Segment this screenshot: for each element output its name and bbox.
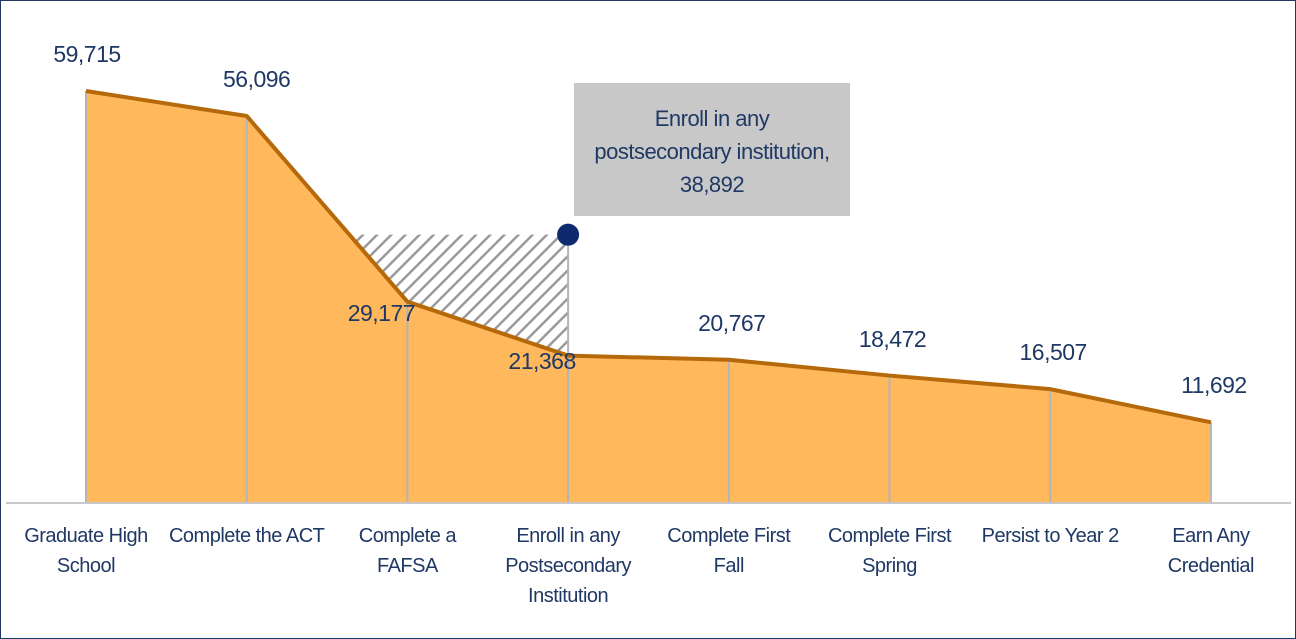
data-label: 59,715 <box>53 41 121 67</box>
x-tick-label: Earn Any Credential <box>1167 525 1255 577</box>
annotation-point <box>557 223 580 246</box>
hatch-area <box>349 234 569 356</box>
data-label: 18,472 <box>858 325 927 352</box>
data-label: 29,177 <box>347 299 416 326</box>
data-label: 56,096 <box>223 65 291 92</box>
line <box>85 89 1212 425</box>
data-label: 11,692 <box>1181 372 1247 399</box>
x-tick-label: Complete the ACT <box>168 525 325 547</box>
annotation-value: 38,892 <box>679 172 745 197</box>
annotation-box: Enroll in any postsecondary institution,… <box>574 83 850 216</box>
x-tick-label: Persist to Year 2 <box>981 525 1120 547</box>
area <box>86 91 1211 503</box>
x-tick-label: Enroll in any Postsecondary Institution <box>505 525 631 607</box>
x-tick-label: Complete First Fall <box>667 525 791 577</box>
data-label: 21,368 <box>508 347 576 374</box>
annotation-text: Enroll in any postsecondary institution, <box>594 106 830 164</box>
x-tick-label: Graduate High School <box>24 525 148 577</box>
x-tick-label: Complete First Spring <box>827 525 952 577</box>
data-label: 20,767 <box>698 309 766 336</box>
x-tick-label: Complete a FAFSA <box>358 525 457 577</box>
data-label: 16,507 <box>1019 339 1088 366</box>
